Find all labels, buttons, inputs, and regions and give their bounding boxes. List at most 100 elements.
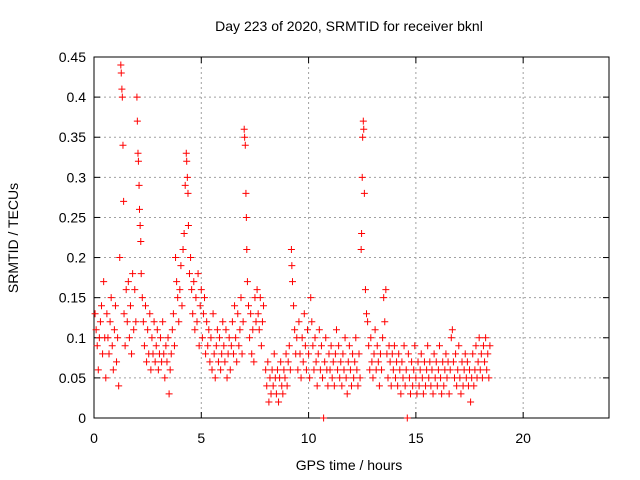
data-point [263, 382, 271, 390]
data-point [231, 302, 239, 310]
y-tick-label: 0.1 [67, 330, 87, 346]
data-point [120, 197, 128, 205]
data-point [225, 334, 233, 342]
data-point [291, 326, 299, 334]
data-point [170, 342, 178, 350]
data-point [446, 366, 454, 374]
data-point [219, 318, 227, 326]
data-point [336, 374, 344, 382]
data-point [432, 358, 440, 366]
data-point [157, 334, 165, 342]
data-point [447, 334, 455, 342]
data-point [389, 366, 397, 374]
data-point [238, 350, 246, 358]
data-point [149, 350, 157, 358]
data-point [380, 294, 388, 302]
data-point [297, 374, 305, 382]
data-point [169, 310, 177, 318]
data-point [128, 350, 136, 358]
data-point [173, 278, 181, 286]
data-point [218, 350, 226, 358]
data-point [260, 302, 268, 310]
data-point [414, 358, 422, 366]
data-point [397, 390, 405, 398]
y-tick-label: 0.3 [67, 169, 87, 185]
data-point [359, 133, 367, 141]
data-point [150, 318, 158, 326]
data-point [398, 358, 406, 366]
x-tick-label: 5 [197, 430, 205, 446]
data-point [153, 326, 161, 334]
data-point [91, 310, 99, 318]
data-point [115, 382, 123, 390]
data-point [287, 246, 295, 254]
data-point [275, 398, 283, 406]
data-point [476, 366, 484, 374]
data-point [453, 382, 461, 390]
data-point [242, 213, 250, 221]
data-point [217, 366, 225, 374]
data-point [300, 310, 308, 318]
data-point [281, 374, 289, 382]
data-point [164, 334, 172, 342]
data-point [311, 334, 319, 342]
data-points [91, 61, 494, 422]
data-point [222, 326, 230, 334]
data-point [184, 221, 192, 229]
data-point [106, 318, 114, 326]
data-point [394, 382, 402, 390]
data-point [345, 342, 353, 350]
data-point [109, 366, 117, 374]
data-point [304, 326, 312, 334]
data-point [178, 302, 186, 310]
data-point [402, 366, 410, 374]
data-point [237, 294, 245, 302]
data-point [342, 374, 350, 382]
data-point [461, 350, 469, 358]
data-point [457, 390, 465, 398]
data-point [329, 358, 337, 366]
plot-frame [93, 56, 610, 419]
data-point [388, 350, 396, 358]
data-point [424, 342, 432, 350]
data-point [139, 318, 147, 326]
data-point [117, 69, 125, 77]
data-point [298, 334, 306, 342]
data-point [440, 382, 448, 390]
data-point [202, 350, 210, 358]
data-point [193, 318, 201, 326]
data-point [360, 189, 368, 197]
data-point [367, 334, 375, 342]
data-point [213, 326, 221, 334]
data-point [118, 85, 126, 93]
data-point [349, 350, 357, 358]
data-point [375, 382, 383, 390]
data-point [241, 141, 249, 149]
data-point [92, 326, 100, 334]
data-point [470, 382, 478, 390]
data-point [328, 374, 336, 382]
data-point [216, 334, 224, 342]
data-point [140, 342, 148, 350]
data-point [378, 366, 386, 374]
data-point [232, 334, 240, 342]
data-point [114, 334, 122, 342]
data-point [166, 366, 174, 374]
data-point [463, 358, 471, 366]
data-point [100, 278, 108, 286]
data-point [399, 374, 407, 382]
data-point [160, 350, 168, 358]
data-point [296, 350, 304, 358]
data-point [482, 334, 490, 342]
data-point [270, 350, 278, 358]
data-point [228, 318, 236, 326]
data-point [179, 246, 187, 254]
data-point [265, 398, 273, 406]
data-point [191, 326, 199, 334]
data-point [410, 366, 418, 374]
data-point [317, 342, 325, 350]
data-point [479, 342, 487, 350]
data-point [467, 398, 475, 406]
data-point [403, 414, 411, 422]
data-point [134, 149, 142, 157]
